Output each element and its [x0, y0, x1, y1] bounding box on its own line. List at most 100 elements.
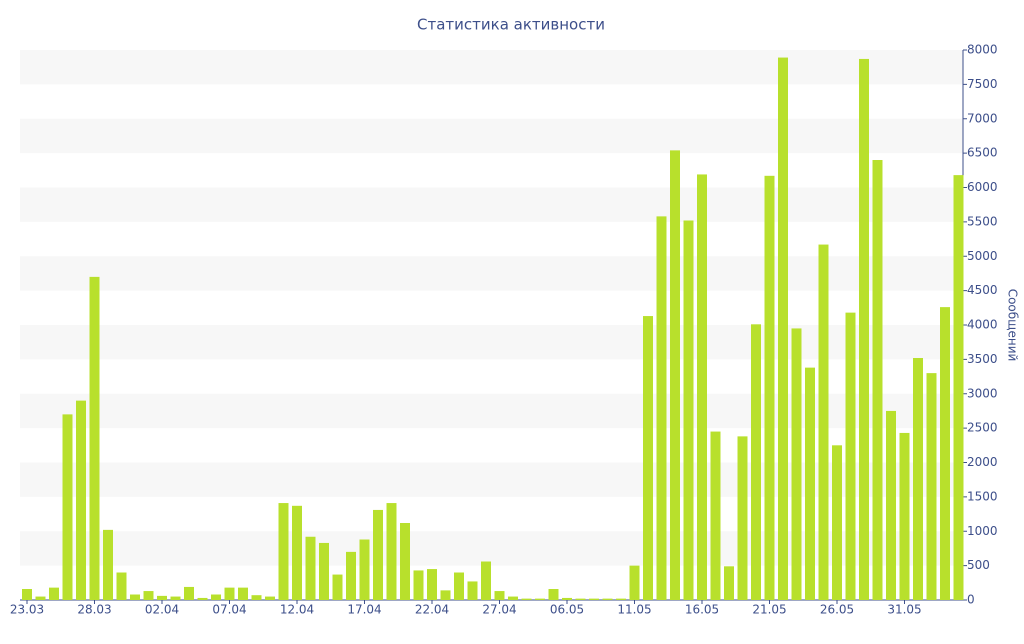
x-tick-label: 31.05 — [887, 603, 921, 617]
y-tick-label: 1500 — [967, 489, 998, 503]
bar — [953, 175, 964, 600]
bar — [697, 174, 707, 600]
bar — [170, 596, 181, 600]
grid-band — [20, 256, 963, 291]
y-tick-label: 4000 — [967, 318, 998, 332]
bar — [818, 244, 829, 600]
bar — [197, 597, 208, 600]
y-tick-label: 8000 — [967, 43, 998, 57]
y-tick-label: 5500 — [967, 214, 998, 228]
bar — [683, 220, 694, 600]
bar — [251, 595, 262, 600]
bar — [130, 594, 140, 600]
x-tick-label: 28.03 — [77, 603, 111, 617]
y-tick-label: 6000 — [967, 180, 998, 194]
bar — [940, 307, 950, 600]
bar — [872, 160, 883, 600]
bar — [589, 598, 599, 600]
bar — [643, 316, 653, 600]
y-tick-label: 0 — [967, 593, 975, 607]
bar — [116, 572, 127, 600]
grid-band — [20, 50, 963, 85]
grid-band — [20, 325, 963, 360]
y-tick-label: 7500 — [967, 77, 998, 91]
x-tick-label: 02.04 — [145, 603, 179, 617]
bar — [575, 598, 586, 600]
bar — [143, 591, 154, 600]
bar — [710, 431, 721, 600]
x-tick-label: 26.05 — [820, 603, 854, 617]
x-tick-label: 23.03 — [10, 603, 44, 617]
x-tick-label: 07.04 — [212, 603, 246, 617]
bar — [508, 596, 518, 600]
y-tick-label: 7000 — [967, 111, 998, 125]
bar — [224, 587, 235, 600]
bar — [400, 523, 410, 600]
bar — [481, 561, 491, 600]
bar — [22, 589, 32, 600]
x-tick-label: 11.05 — [617, 603, 651, 617]
bar — [899, 432, 910, 600]
y-tick-label: 4500 — [967, 283, 998, 297]
bar — [386, 503, 397, 600]
x-tick-label: 06.05 — [550, 603, 584, 617]
bar — [157, 595, 167, 600]
bar — [89, 276, 100, 600]
bar — [737, 436, 748, 600]
bar — [76, 400, 86, 600]
bar — [292, 505, 302, 600]
y-tick-label: 500 — [967, 558, 990, 572]
x-tick-label: 12.04 — [280, 603, 314, 617]
bar — [751, 324, 761, 600]
bar — [35, 596, 46, 600]
bar — [103, 529, 113, 600]
bar — [211, 594, 221, 600]
bar — [265, 596, 275, 600]
bar — [359, 539, 370, 600]
grid-band — [20, 187, 963, 222]
bar — [778, 57, 788, 600]
bar — [494, 591, 505, 600]
x-tick-label: 17.04 — [347, 603, 381, 617]
bar — [62, 414, 73, 600]
y-tick-label: 2000 — [967, 455, 998, 469]
bar — [346, 551, 356, 600]
y-tick-label: 1000 — [967, 524, 998, 538]
bar — [373, 509, 383, 600]
bar — [845, 312, 856, 600]
y-tick-label: 6500 — [967, 146, 998, 160]
bar — [629, 565, 640, 600]
x-tick-label: 16.05 — [685, 603, 719, 617]
bar — [535, 598, 545, 600]
bar — [440, 590, 451, 600]
bar — [886, 410, 896, 600]
x-tick-label: 21.05 — [752, 603, 786, 617]
bar — [562, 597, 572, 600]
bar — [616, 598, 626, 600]
bar — [764, 175, 775, 600]
x-tick-label: 27.04 — [482, 603, 516, 617]
x-tick-label: 22.04 — [415, 603, 449, 617]
bar — [913, 358, 923, 600]
bar — [926, 373, 937, 600]
bar — [238, 587, 248, 600]
bar — [305, 536, 316, 600]
bar — [413, 570, 424, 600]
y-tick-label: 2500 — [967, 421, 998, 435]
y-axis-label: Сообщений — [1006, 289, 1020, 362]
bar — [427, 569, 437, 600]
bar — [724, 566, 734, 600]
bar — [548, 589, 559, 600]
bar — [332, 574, 343, 600]
bar — [832, 445, 842, 600]
grid-band — [20, 118, 963, 154]
bar — [454, 572, 464, 600]
bar — [467, 581, 478, 600]
bar — [521, 598, 532, 600]
bar — [656, 216, 667, 600]
bar — [791, 328, 802, 600]
y-tick-label: 3500 — [967, 352, 998, 366]
chart-title: Статистика активности — [417, 16, 605, 34]
y-tick-label: 3000 — [967, 386, 998, 400]
